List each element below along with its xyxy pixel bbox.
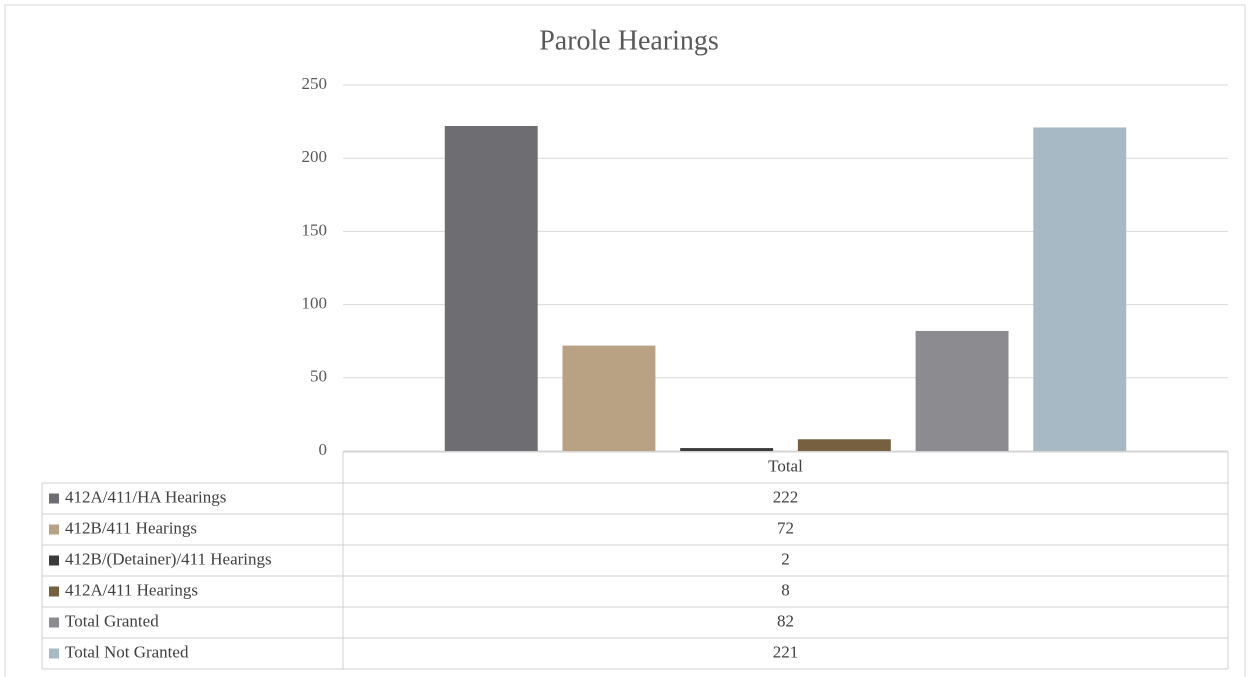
y-tick-label: 150	[302, 220, 328, 239]
legend-swatch	[49, 648, 59, 659]
bar	[797, 439, 891, 451]
legend-label: Total Not Granted	[65, 642, 189, 661]
legend-label: 412B/411 Hearings	[65, 518, 197, 537]
table-value: 221	[773, 642, 799, 661]
legend-swatch	[49, 493, 59, 504]
y-tick-label: 50	[310, 367, 327, 386]
y-tick-label: 250	[302, 74, 328, 93]
legend-swatch	[49, 555, 59, 566]
table-value: 8	[781, 580, 790, 599]
table-value: 222	[773, 487, 799, 506]
legend-swatch	[49, 524, 59, 535]
legend-swatch	[49, 617, 59, 628]
legend-label: 412A/411/HA Hearings	[65, 487, 226, 506]
bar	[562, 345, 656, 451]
table-value: 82	[777, 611, 794, 630]
y-tick-label: 100	[302, 294, 328, 313]
table-value: 72	[777, 518, 794, 537]
bar	[1033, 127, 1127, 452]
x-category-label: Total	[768, 456, 803, 475]
legend-swatch	[49, 586, 59, 597]
bar	[680, 448, 774, 451]
legend-label: Total Granted	[65, 611, 159, 630]
chart-title: Parole Hearings	[539, 25, 719, 56]
bar	[444, 125, 538, 451]
bar	[915, 330, 1009, 451]
table-value: 2	[781, 549, 790, 568]
y-tick-label: 0	[319, 440, 328, 459]
legend-label: 412B/(Detainer)/411 Hearings	[65, 549, 272, 568]
y-tick-label: 200	[302, 147, 328, 166]
legend-label: 412A/411 Hearings	[65, 580, 198, 599]
